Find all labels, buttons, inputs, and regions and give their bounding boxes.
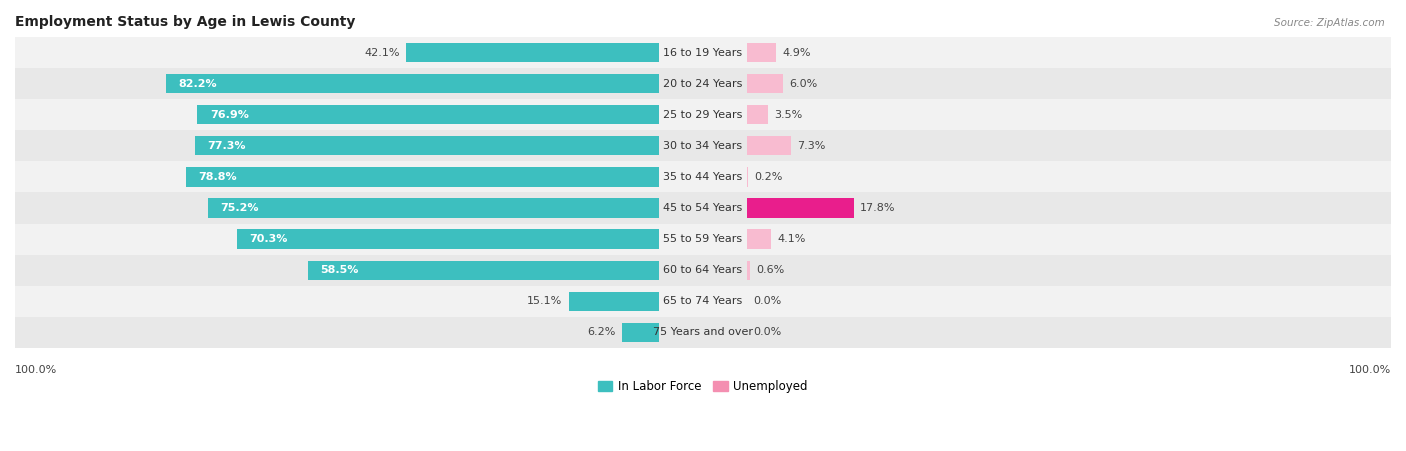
Bar <box>15 37 1391 68</box>
Bar <box>747 261 751 280</box>
Bar <box>747 43 776 62</box>
Text: 65 to 74 Years: 65 to 74 Years <box>664 296 742 306</box>
Bar <box>406 43 659 62</box>
Bar <box>238 230 659 249</box>
Bar <box>621 322 659 342</box>
Bar <box>15 317 1391 348</box>
Text: 35 to 44 Years: 35 to 44 Years <box>664 172 742 182</box>
Bar <box>15 161 1391 193</box>
Bar <box>747 198 853 218</box>
Bar <box>197 105 659 124</box>
Text: 0.6%: 0.6% <box>756 265 785 275</box>
Text: 16 to 19 Years: 16 to 19 Years <box>664 48 742 58</box>
Text: 78.8%: 78.8% <box>198 172 238 182</box>
Bar <box>186 167 659 187</box>
Text: 20 to 24 Years: 20 to 24 Years <box>664 79 742 89</box>
Bar <box>195 136 659 156</box>
Bar <box>568 292 659 311</box>
Text: 100.0%: 100.0% <box>1348 365 1391 375</box>
Text: Source: ZipAtlas.com: Source: ZipAtlas.com <box>1274 18 1385 28</box>
Text: 7.3%: 7.3% <box>797 141 825 151</box>
Bar <box>747 74 783 93</box>
Bar <box>747 136 790 156</box>
Text: 82.2%: 82.2% <box>179 79 217 89</box>
Bar <box>15 193 1391 224</box>
Text: 60 to 64 Years: 60 to 64 Years <box>664 265 742 275</box>
Text: 42.1%: 42.1% <box>364 48 401 58</box>
Bar <box>308 261 659 280</box>
Bar <box>15 255 1391 285</box>
Bar <box>747 105 768 124</box>
Text: 75.2%: 75.2% <box>221 203 259 213</box>
Text: 6.0%: 6.0% <box>789 79 817 89</box>
Text: 0.0%: 0.0% <box>754 327 782 337</box>
Text: 0.2%: 0.2% <box>754 172 783 182</box>
Bar <box>15 224 1391 255</box>
Bar <box>15 285 1391 317</box>
Bar <box>747 230 772 249</box>
Text: 75 Years and over: 75 Years and over <box>652 327 754 337</box>
Text: 77.3%: 77.3% <box>208 141 246 151</box>
Text: 6.2%: 6.2% <box>588 327 616 337</box>
Bar <box>15 68 1391 99</box>
Text: 58.5%: 58.5% <box>321 265 359 275</box>
Text: 17.8%: 17.8% <box>860 203 896 213</box>
Text: 55 to 59 Years: 55 to 59 Years <box>664 234 742 244</box>
Text: 76.9%: 76.9% <box>209 110 249 120</box>
Text: Employment Status by Age in Lewis County: Employment Status by Age in Lewis County <box>15 15 356 29</box>
Text: 25 to 29 Years: 25 to 29 Years <box>664 110 742 120</box>
Bar <box>208 198 659 218</box>
Text: 45 to 54 Years: 45 to 54 Years <box>664 203 742 213</box>
Text: 100.0%: 100.0% <box>15 365 58 375</box>
Bar <box>15 99 1391 130</box>
Text: 3.5%: 3.5% <box>775 110 803 120</box>
Text: 30 to 34 Years: 30 to 34 Years <box>664 141 742 151</box>
Text: 15.1%: 15.1% <box>527 296 562 306</box>
Legend: In Labor Force, Unemployed: In Labor Force, Unemployed <box>593 375 813 398</box>
Text: 4.1%: 4.1% <box>778 234 806 244</box>
Text: 70.3%: 70.3% <box>250 234 288 244</box>
Bar <box>166 74 659 93</box>
Text: 0.0%: 0.0% <box>754 296 782 306</box>
Text: 4.9%: 4.9% <box>783 48 811 58</box>
Bar <box>15 130 1391 161</box>
